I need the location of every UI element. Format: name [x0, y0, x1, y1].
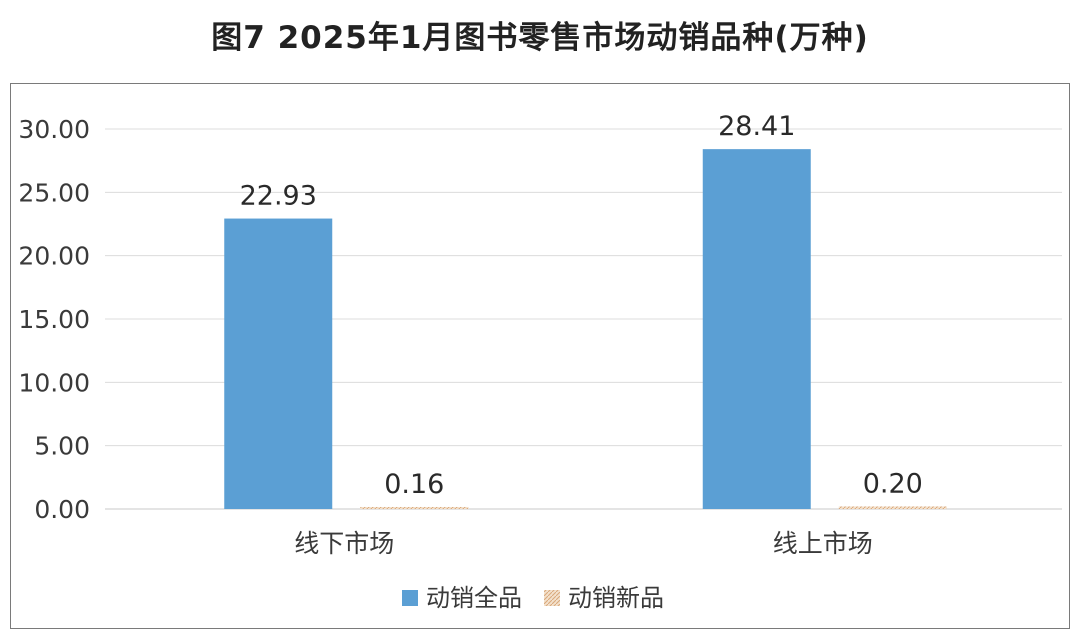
- legend-label: 动销新品: [568, 584, 664, 612]
- bar-new-1: [838, 506, 947, 509]
- y-tick-label: 10.00: [18, 368, 90, 397]
- chart-title: 图7 2025年1月图书零售市场动销品种(万种): [211, 20, 869, 56]
- data-label: 22.93: [240, 181, 317, 212]
- bar-all-0: [224, 218, 333, 509]
- y-tick-label: 15.00: [18, 305, 90, 334]
- y-tick-label: 25.00: [18, 178, 90, 207]
- bar-all-1: [702, 149, 811, 509]
- data-label: 0.16: [384, 469, 444, 500]
- legend-swatch: [544, 590, 560, 606]
- y-tick-label: 5.00: [34, 432, 90, 461]
- y-tick-label: 30.00: [18, 115, 90, 144]
- bar-new-0: [360, 506, 469, 509]
- y-tick-label: 20.00: [18, 242, 90, 271]
- x-category-label: 线上市场: [773, 529, 873, 558]
- chart-frame: [10, 83, 1070, 629]
- x-category-label: 线下市场: [294, 529, 394, 558]
- y-tick-label: 0.00: [34, 495, 90, 524]
- data-label: 0.20: [863, 468, 923, 499]
- legend-label: 动销全品: [426, 584, 522, 612]
- data-label: 28.41: [718, 111, 795, 142]
- legend-swatch: [402, 590, 418, 606]
